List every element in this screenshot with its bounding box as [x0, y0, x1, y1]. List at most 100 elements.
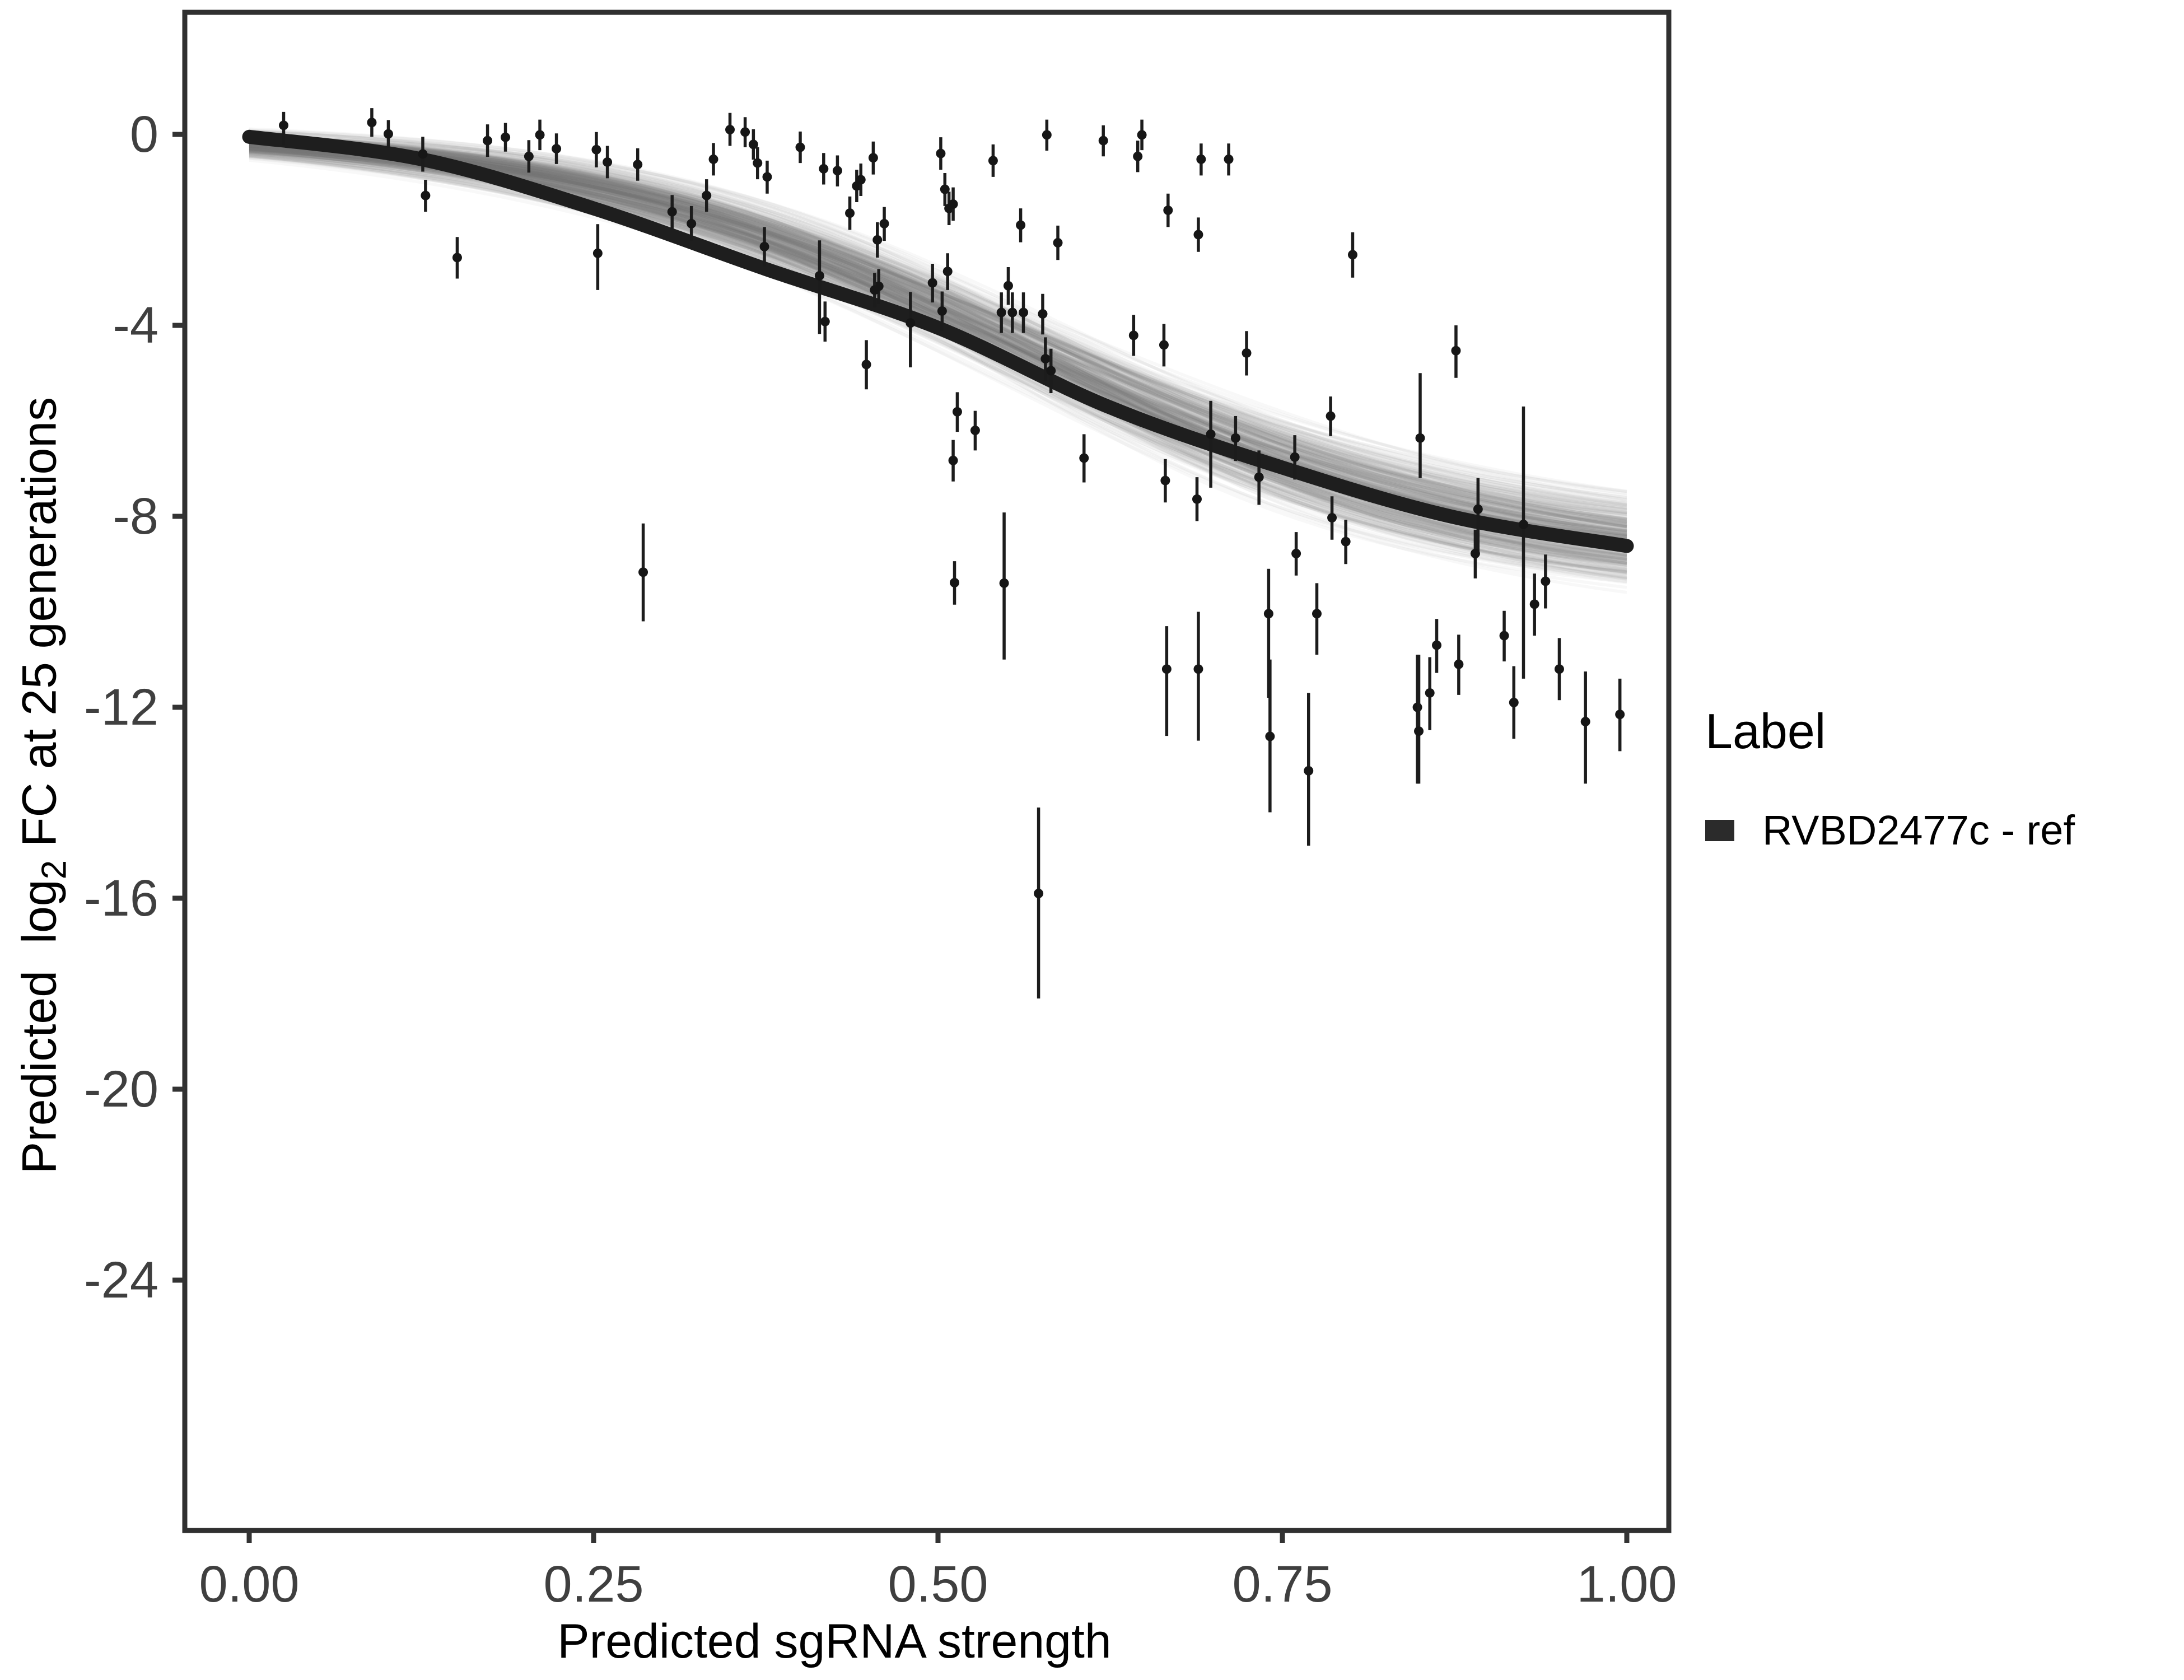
y-tick-label: -12 — [84, 679, 158, 736]
data-point — [740, 127, 750, 137]
data-point — [1341, 536, 1351, 547]
data-point — [452, 253, 462, 263]
data-point — [1415, 433, 1425, 443]
y-tick-label: -16 — [84, 870, 158, 927]
data-point — [832, 166, 842, 176]
data-point — [1580, 717, 1590, 727]
data-point — [1003, 281, 1013, 291]
data-point — [948, 455, 958, 465]
data-point — [970, 426, 980, 436]
data-point — [1326, 411, 1336, 421]
x-tick-label: 0.25 — [543, 1556, 644, 1613]
data-point — [861, 360, 871, 370]
legend: Label RVBD2477c - ref — [1705, 707, 2075, 851]
data-point — [1007, 307, 1018, 318]
data-point — [942, 267, 953, 277]
data-point — [1019, 307, 1029, 318]
data-point — [279, 120, 288, 130]
data-point — [1193, 664, 1203, 674]
data-point — [759, 241, 769, 251]
x-tick-label: 0.50 — [888, 1556, 988, 1613]
data-point — [1034, 888, 1044, 898]
data-point — [633, 160, 643, 170]
data-point — [814, 270, 824, 281]
data-point — [1042, 130, 1052, 140]
data-point — [421, 190, 431, 200]
data-point — [1454, 659, 1464, 669]
data-point — [1193, 230, 1203, 240]
data-point — [872, 235, 883, 245]
data-point — [795, 142, 805, 152]
data-point — [1473, 504, 1483, 514]
data-point — [1304, 766, 1314, 776]
data-point — [937, 306, 947, 316]
data-point — [1098, 136, 1108, 146]
legend-title: Label — [1705, 703, 1826, 759]
data-point — [1290, 452, 1300, 462]
data-point — [1519, 519, 1528, 529]
data-point — [1254, 472, 1264, 482]
data-point — [927, 278, 937, 288]
legend-item-label: RVBD2477c - ref — [1762, 807, 2075, 853]
data-point — [591, 144, 601, 155]
data-point — [1541, 576, 1551, 586]
x-tick-label: 0.00 — [199, 1556, 300, 1613]
data-point — [819, 164, 829, 174]
data-point — [367, 118, 377, 128]
data-point — [936, 148, 946, 158]
data-point — [1079, 453, 1089, 463]
data-point — [708, 154, 718, 164]
data-point — [483, 136, 493, 146]
data-point — [753, 158, 763, 168]
data-point — [999, 578, 1009, 588]
data-point — [1016, 220, 1026, 230]
data-point — [687, 218, 697, 228]
data-point — [725, 124, 735, 134]
data-point — [1161, 664, 1172, 674]
y-axis-title-prefix: Predicted log — [12, 879, 67, 1174]
data-point — [1160, 475, 1170, 486]
data-point — [1347, 250, 1357, 260]
fit-curve — [242, 129, 1634, 553]
data-point — [1291, 548, 1301, 558]
data-point — [950, 577, 960, 587]
data-point — [879, 218, 889, 228]
data-point — [1038, 309, 1048, 319]
data-point — [748, 139, 758, 150]
data-point — [845, 208, 855, 218]
data-point — [1196, 154, 1206, 164]
x-axis-title: Predicted sgRNA strength — [557, 1614, 1112, 1668]
data-point — [1242, 348, 1252, 358]
panel-border — [182, 10, 1672, 1533]
data-point — [501, 132, 511, 142]
data-point — [1499, 631, 1509, 641]
data-point — [988, 156, 998, 166]
data-point — [1192, 494, 1202, 504]
data-point — [524, 151, 534, 161]
data-point — [762, 172, 772, 182]
data-point — [820, 316, 830, 326]
data-point — [1263, 609, 1273, 619]
data-point — [1206, 429, 1216, 439]
data-point — [1230, 433, 1240, 443]
data-point — [940, 184, 950, 194]
data-point — [1265, 731, 1275, 741]
data-point — [1040, 354, 1051, 364]
data-point — [1053, 238, 1063, 248]
y-tick-label: 0 — [129, 106, 158, 163]
data-point — [667, 207, 677, 217]
data-point — [1470, 548, 1480, 558]
data-point — [870, 285, 880, 295]
data-point — [1425, 688, 1435, 698]
y-axis-title: Predicted log2 FC at 25 generations — [12, 2, 73, 1570]
y-tick-label: -4 — [113, 297, 158, 354]
data-point — [1509, 697, 1519, 707]
data-point — [1327, 513, 1337, 523]
data-point — [603, 157, 613, 167]
x-tick-label: 1.00 — [1576, 1556, 1677, 1613]
axis-ticks — [172, 132, 1630, 1543]
data-point — [1554, 664, 1564, 674]
uncertainty-band — [249, 127, 1627, 594]
